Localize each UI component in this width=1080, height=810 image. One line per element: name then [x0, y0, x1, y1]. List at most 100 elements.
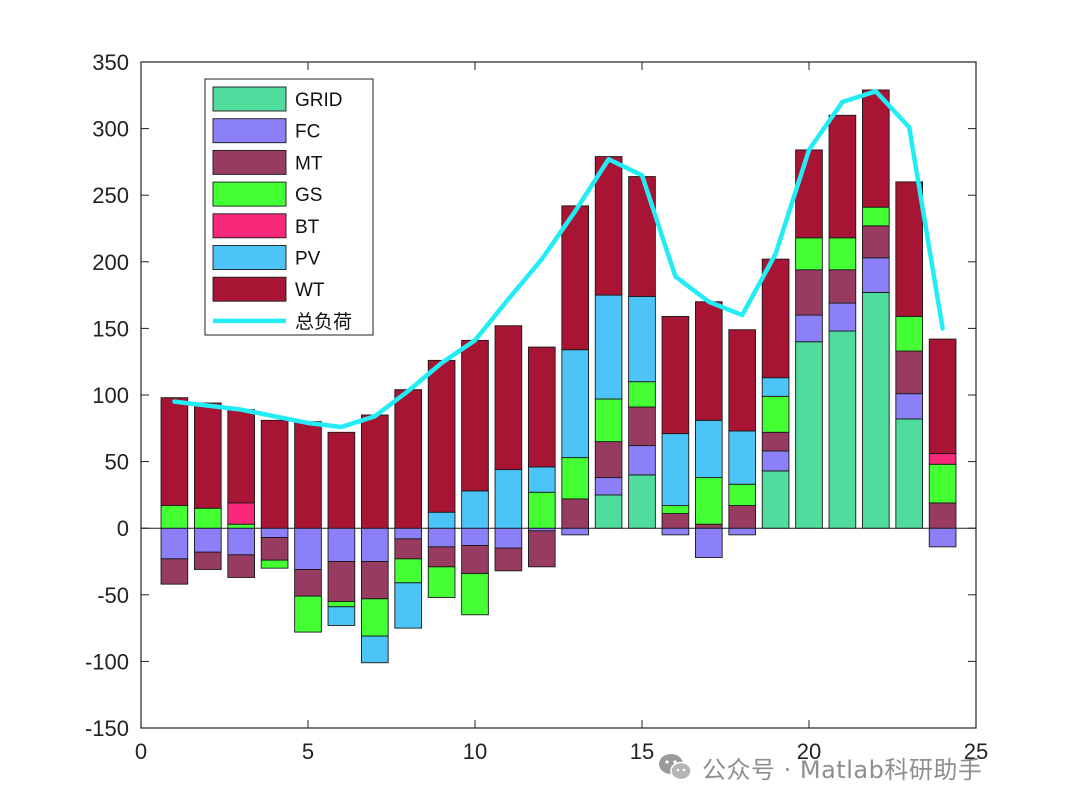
bars-layer [160, 89, 957, 664]
bar-fc-15 [628, 445, 656, 476]
bar-fc-18 [728, 527, 757, 536]
bar-gs-9 [427, 566, 456, 598]
legend-label-wt: WT [295, 280, 325, 301]
bar-mt-15 [628, 406, 656, 447]
bar-fc-10 [461, 527, 489, 546]
bar-wt-7 [360, 414, 389, 529]
legend-label-grid: GRID [295, 90, 343, 111]
y-tick-label: 250 [92, 183, 129, 208]
bar-wt-20 [795, 149, 823, 239]
bar-wt-2 [193, 402, 222, 509]
load-line-layer [172, 89, 945, 430]
bar-wt-21 [828, 114, 857, 239]
bar-mt-7 [360, 561, 389, 600]
legend-label-total-load: 总负荷 [295, 311, 352, 333]
bar-gs-1 [160, 505, 189, 529]
bar-grid-15 [628, 474, 656, 529]
bar-mt-21 [828, 269, 857, 304]
bar-fc-16 [661, 527, 690, 536]
bar-grid-14 [594, 494, 623, 529]
bar-gs-23 [895, 315, 924, 352]
y-tick-label: 200 [92, 250, 129, 275]
bar-gs-13 [561, 457, 590, 500]
bar-gs-22 [861, 206, 890, 227]
bar-fc-17 [694, 527, 723, 558]
bar-fc-6 [327, 527, 356, 562]
bar-gs-7 [360, 598, 389, 637]
bar-mt-18 [728, 505, 757, 529]
bar-fc-19 [761, 450, 790, 472]
legend-swatch-pv [212, 245, 287, 270]
bar-gs-20 [795, 237, 823, 271]
bar-fc-7 [360, 527, 389, 562]
legend-swatch-mt [212, 149, 287, 175]
bar-fc-13 [561, 527, 590, 536]
bar-mt-19 [761, 431, 790, 452]
bar-fc-24 [928, 527, 957, 548]
y-tick-label: 150 [92, 316, 129, 341]
bar-mt-11 [494, 547, 523, 572]
legend-swatch-wt [212, 276, 287, 302]
bar-gs-8 [394, 558, 423, 584]
bar-pv-17 [694, 419, 723, 479]
watermark-text: 公众号 · Matlab科研助手 [702, 755, 983, 784]
bar-wt-13 [561, 205, 590, 351]
legend-swatch-fc [212, 118, 287, 144]
bar-wt-11 [494, 325, 523, 471]
legend-label-mt: MT [295, 153, 323, 174]
bar-mt-24 [928, 502, 957, 529]
y-tick-label: 350 [92, 50, 129, 75]
bar-grid-22 [861, 291, 890, 529]
bar-fc-22 [861, 257, 890, 293]
watermark: 公众号 · Matlab科研助手 [656, 748, 982, 786]
legend-swatch-bt [212, 213, 287, 239]
bar-mt-5 [294, 569, 322, 597]
y-tick-label: -100 [85, 649, 129, 674]
bar-gs-21 [828, 237, 857, 271]
bar-mt-9 [427, 546, 456, 568]
bar-pv-13 [561, 349, 590, 459]
bar-mt-20 [795, 269, 823, 316]
bar-fc-1 [160, 527, 189, 560]
x-tick-label: 15 [630, 739, 654, 764]
bar-gs-18 [728, 483, 757, 507]
bar-fc-5 [294, 527, 322, 570]
bar-mt-8 [394, 538, 423, 560]
legend-label-pv: PV [295, 249, 321, 270]
bar-grid-19 [761, 470, 790, 529]
bar-gs-24 [928, 463, 957, 504]
bar-mt-1 [160, 558, 189, 585]
y-tick-label: 100 [92, 383, 129, 408]
bar-fc-23 [895, 393, 924, 420]
bar-mt-16 [661, 513, 690, 529]
bar-gs-10 [461, 573, 489, 616]
bar-wt-19 [761, 258, 790, 379]
legend-swatch-gs [212, 181, 287, 207]
bar-fc-9 [427, 527, 456, 548]
x-tick-label: 10 [463, 739, 487, 764]
bar-gs-4 [260, 559, 289, 569]
bar-mt-6 [327, 561, 356, 602]
bar-fc-11 [494, 527, 523, 549]
bar-mt-17 [694, 523, 723, 529]
bar-fc-14 [594, 477, 623, 496]
legend-swatch-grid [212, 86, 287, 112]
bar-pv-10 [461, 490, 489, 529]
bar-fc-3 [227, 527, 256, 556]
bar-fc-8 [394, 527, 423, 540]
bar-mt-3 [227, 554, 256, 578]
y-tick-label: 0 [117, 516, 129, 541]
bar-pv-18 [728, 430, 757, 485]
bar-mt-12 [527, 530, 556, 568]
bar-pv-6 [327, 606, 356, 626]
bar-wt-4 [260, 419, 289, 529]
bar-gs-17 [694, 477, 723, 525]
x-axis: 0 5 10 15 20 25 [135, 62, 988, 764]
bar-pv-8 [394, 582, 423, 629]
bar-gs-2 [193, 507, 222, 529]
bar-bt-3 [227, 502, 256, 525]
bar-wt-1 [160, 397, 189, 507]
bar-wt-9 [427, 359, 456, 513]
y-tick-label: -50 [97, 583, 129, 608]
